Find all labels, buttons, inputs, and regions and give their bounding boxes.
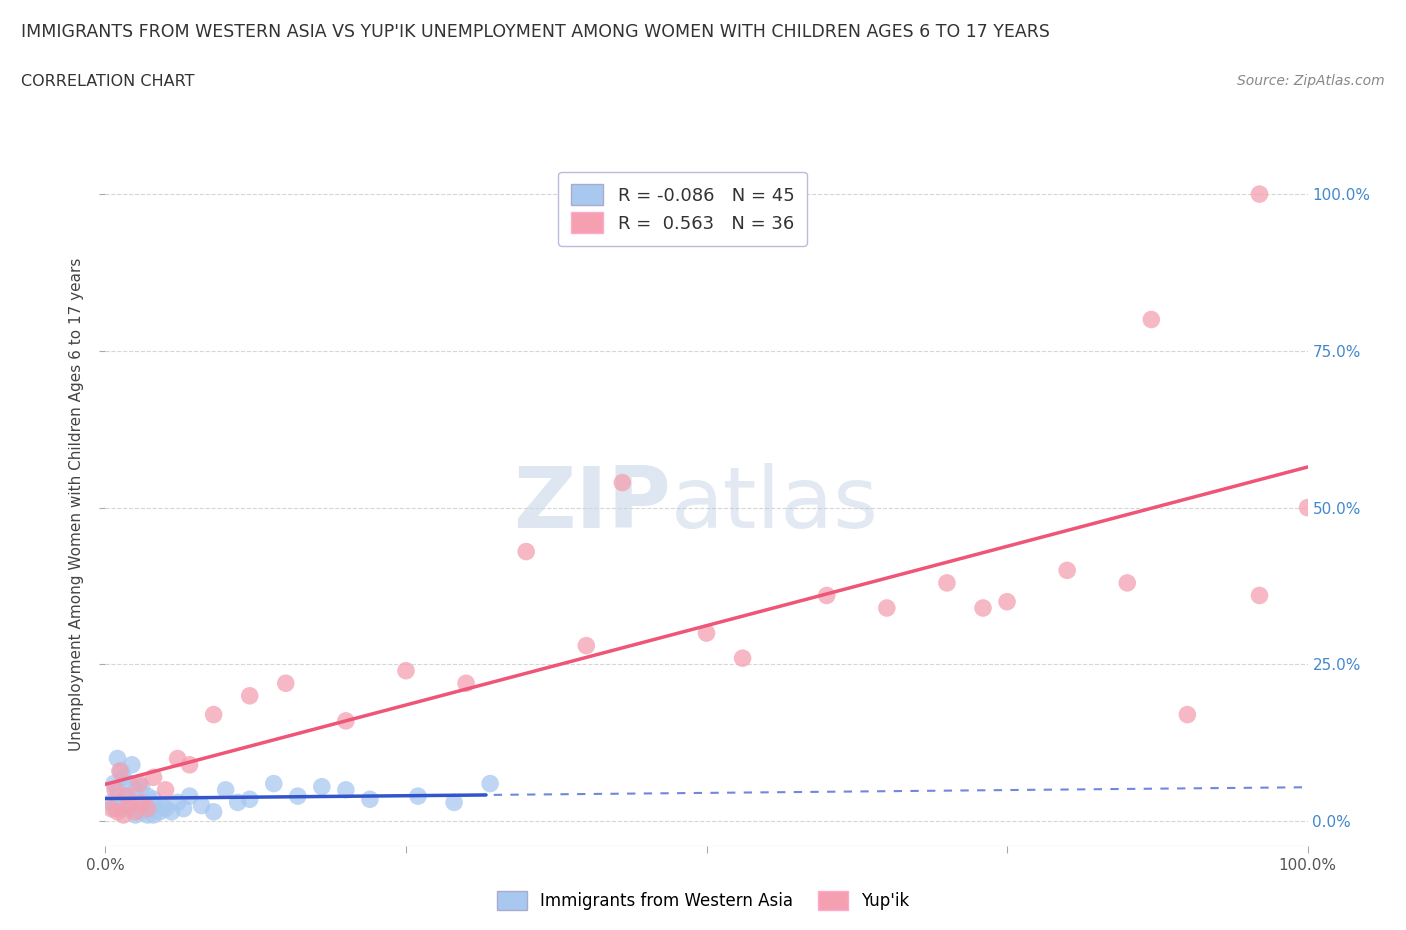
Point — [139, 802, 162, 817]
Text: Source: ZipAtlas.com: Source: ZipAtlas.com — [1237, 74, 1385, 88]
Point — [287, 789, 309, 804]
Point — [454, 676, 477, 691]
Point — [121, 757, 143, 772]
Point — [148, 804, 170, 819]
Point — [479, 777, 502, 791]
Point — [128, 777, 150, 791]
Point — [115, 789, 138, 804]
Point — [132, 798, 155, 813]
Point — [108, 764, 131, 778]
Point — [142, 807, 165, 822]
Text: ZIP: ZIP — [513, 463, 671, 546]
Point — [202, 707, 225, 722]
Point — [108, 795, 131, 810]
Point — [110, 764, 132, 778]
Point — [311, 779, 333, 794]
Point — [121, 802, 143, 817]
Point — [214, 782, 236, 797]
Legend: R = -0.086   N = 45, R =  0.563   N = 36: R = -0.086 N = 45, R = 0.563 N = 36 — [558, 172, 807, 246]
Point — [1116, 576, 1139, 591]
Point — [124, 807, 146, 822]
Point — [359, 791, 381, 806]
Point — [142, 770, 165, 785]
Point — [515, 544, 537, 559]
Point — [155, 802, 177, 817]
Point — [155, 782, 177, 797]
Point — [128, 795, 150, 810]
Point — [142, 791, 165, 806]
Point — [1175, 707, 1198, 722]
Point — [166, 751, 188, 766]
Point — [104, 802, 127, 817]
Point — [972, 601, 994, 616]
Point — [815, 588, 838, 603]
Point — [136, 789, 159, 804]
Point — [335, 713, 357, 728]
Point — [131, 795, 153, 810]
Point — [100, 795, 122, 810]
Point — [104, 782, 127, 797]
Point — [179, 789, 201, 804]
Point — [226, 795, 249, 810]
Point — [118, 777, 141, 791]
Point — [1249, 588, 1271, 603]
Point — [152, 798, 174, 813]
Point — [179, 757, 201, 772]
Text: IMMIGRANTS FROM WESTERN ASIA VS YUP'IK UNEMPLOYMENT AMONG WOMEN WITH CHILDREN AG: IMMIGRANTS FROM WESTERN ASIA VS YUP'IK U… — [21, 23, 1050, 41]
Point — [124, 804, 146, 819]
Point — [118, 798, 141, 813]
Point — [443, 795, 465, 810]
Point — [335, 782, 357, 797]
Point — [160, 804, 183, 819]
Point — [112, 770, 135, 785]
Point — [406, 789, 429, 804]
Point — [173, 802, 195, 817]
Point — [696, 626, 718, 641]
Point — [118, 798, 141, 813]
Point — [103, 777, 125, 791]
Point — [395, 663, 418, 678]
Point — [575, 638, 598, 653]
Point — [731, 651, 754, 666]
Point — [107, 751, 129, 766]
Point — [202, 804, 225, 819]
Y-axis label: Unemployment Among Women with Children Ages 6 to 17 years: Unemployment Among Women with Children A… — [69, 258, 84, 751]
Point — [1140, 312, 1163, 327]
Point — [166, 795, 188, 810]
Point — [239, 688, 262, 703]
Point — [100, 802, 122, 817]
Point — [1296, 500, 1319, 515]
Text: atlas: atlas — [671, 463, 879, 546]
Point — [936, 576, 959, 591]
Point — [263, 777, 285, 791]
Point — [131, 804, 153, 819]
Point — [995, 594, 1018, 609]
Point — [239, 791, 262, 806]
Point — [112, 802, 135, 817]
Point — [876, 601, 898, 616]
Point — [136, 807, 159, 822]
Point — [136, 802, 159, 817]
Point — [612, 475, 634, 490]
Point — [107, 804, 129, 819]
Point — [115, 789, 138, 804]
Text: CORRELATION CHART: CORRELATION CHART — [21, 74, 194, 89]
Point — [124, 782, 146, 797]
Legend: Immigrants from Western Asia, Yup'ik: Immigrants from Western Asia, Yup'ik — [489, 884, 917, 917]
Point — [107, 782, 129, 797]
Point — [131, 779, 153, 794]
Point — [274, 676, 297, 691]
Point — [190, 798, 212, 813]
Point — [1249, 187, 1271, 202]
Point — [1056, 563, 1078, 578]
Point — [112, 807, 135, 822]
